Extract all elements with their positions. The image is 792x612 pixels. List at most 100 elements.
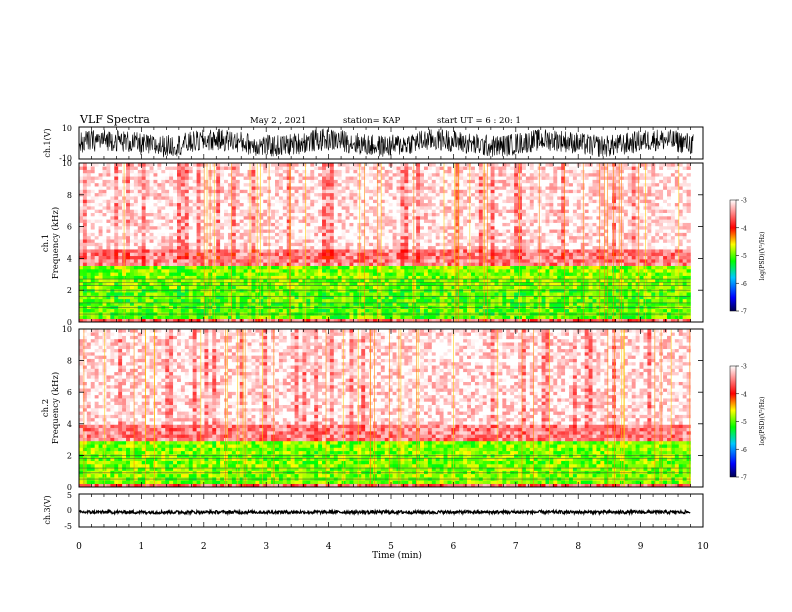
spectrogram-cell <box>251 225 256 230</box>
spectrogram-cell <box>443 295 448 300</box>
spectrogram-cell <box>188 219 193 223</box>
spectrogram-cell <box>173 163 178 167</box>
spectrogram-cell <box>110 262 115 266</box>
spectrogram-cell <box>231 222 237 227</box>
spectrogram-cell <box>416 209 421 213</box>
spectrogram-cell <box>137 295 143 300</box>
spectrogram-cell <box>318 282 323 286</box>
spectrogram-cell <box>133 166 139 170</box>
spectrogram-cell <box>384 216 389 220</box>
spectrogram-cell <box>459 219 464 223</box>
spectrogram-cell <box>251 196 256 200</box>
spectrogram-cell <box>325 269 331 273</box>
spectrogram-cell <box>408 282 413 286</box>
spectrogram-cell <box>322 202 327 207</box>
spectrogram-cell <box>353 249 358 253</box>
spectrogram-cell <box>302 192 307 197</box>
spectrogram-cell <box>216 239 221 243</box>
spectrogram-cell <box>153 202 158 207</box>
spectrogram-cell <box>220 318 225 323</box>
spectrogram-cell <box>227 288 233 293</box>
spectrogram-cell <box>157 229 162 233</box>
spectrogram-cell <box>471 288 476 293</box>
spectrogram-cell <box>153 255 158 260</box>
spectrogram-cell <box>129 285 135 290</box>
spectrogram-cell <box>439 305 444 310</box>
spectrogram-cell <box>341 252 346 257</box>
spectrogram-cell <box>322 192 327 197</box>
spectrogram-cell <box>271 169 276 174</box>
spectrogram-cell <box>192 308 197 313</box>
spectrogram-cell <box>471 308 476 313</box>
spectrogram-cell <box>126 302 131 306</box>
spectrogram-cell <box>459 259 464 263</box>
spectrogram-cell <box>467 186 472 190</box>
spectrogram-cell <box>314 259 319 263</box>
spectrogram-cell <box>482 282 487 286</box>
spectrogram-cell <box>192 305 197 310</box>
spectrogram-cell <box>216 285 221 290</box>
spectrogram-cell <box>412 186 417 190</box>
spectrogram-cell <box>314 202 319 207</box>
spectrogram-cell <box>322 219 327 223</box>
spectrogram-cell <box>126 292 131 296</box>
spectrogram-cell <box>380 216 386 220</box>
spectrogram-cell <box>345 169 350 174</box>
spectrogram-cell <box>443 182 448 187</box>
spectrogram-cell <box>365 249 370 253</box>
spectrogram-cell <box>224 318 229 323</box>
spectrogram-cell <box>467 212 472 217</box>
spectrogram-cell <box>412 305 417 310</box>
spectrogram-cell <box>231 219 237 223</box>
spectrogram-cell <box>404 222 409 227</box>
spectrogram-cell <box>400 212 405 217</box>
spectrogram-cell <box>200 295 205 300</box>
spectrogram-cell <box>294 272 299 276</box>
spectrogram-cell <box>396 172 401 177</box>
spectrogram-cell <box>86 216 92 220</box>
spectrogram-cell <box>231 278 237 283</box>
spectrogram-cell <box>227 179 233 184</box>
spectrogram-cell <box>455 176 460 180</box>
spectrogram-cell <box>220 298 225 303</box>
spectrogram-cell <box>110 219 115 223</box>
spectrogram-cell <box>275 305 280 310</box>
spectrogram-cell <box>310 219 315 223</box>
spectrogram-cell <box>376 278 382 283</box>
spectrogram-cell <box>196 282 201 286</box>
spectrogram-cell <box>341 192 346 197</box>
spectrogram-cell <box>173 282 178 286</box>
spectrogram-cell <box>161 302 166 306</box>
spectrogram-cell <box>286 269 291 273</box>
spectrogram-cell <box>114 278 119 283</box>
spectrogram-cell <box>271 315 276 319</box>
spectrogram-cell <box>443 275 448 280</box>
spectrogram-cell <box>443 285 448 290</box>
spectrogram-cell <box>474 169 480 174</box>
spectrogram-cell <box>235 252 241 257</box>
spectrogram-cell <box>102 225 107 230</box>
spectrogram-cell <box>310 295 315 300</box>
spectrogram-cell <box>318 163 323 167</box>
spectrogram-cell <box>341 229 346 233</box>
spectrogram-cell <box>231 288 237 293</box>
spectrogram-cell <box>196 232 201 237</box>
spectrogram-cell <box>369 196 374 200</box>
spectrogram-cell <box>251 305 256 310</box>
spectrogram-cell <box>373 282 378 286</box>
spectrogram-cell <box>361 308 366 313</box>
spectrogram-cell <box>282 242 288 247</box>
spectrogram-cell <box>318 216 323 220</box>
spectrogram-cell <box>412 272 417 276</box>
spectrogram-cell <box>345 302 350 306</box>
spectrogram-cell <box>180 305 186 310</box>
spectrogram-cell <box>306 202 311 207</box>
spectrogram-cell <box>341 239 346 243</box>
spectrogram-cell <box>133 212 139 217</box>
spectrogram-cell <box>157 206 162 210</box>
spectrogram-cell <box>380 206 386 210</box>
spectrogram-cell <box>420 315 425 319</box>
spectrogram-cell <box>361 169 366 174</box>
spectrogram-cell <box>427 209 433 213</box>
spectrogram-cell <box>161 305 166 310</box>
